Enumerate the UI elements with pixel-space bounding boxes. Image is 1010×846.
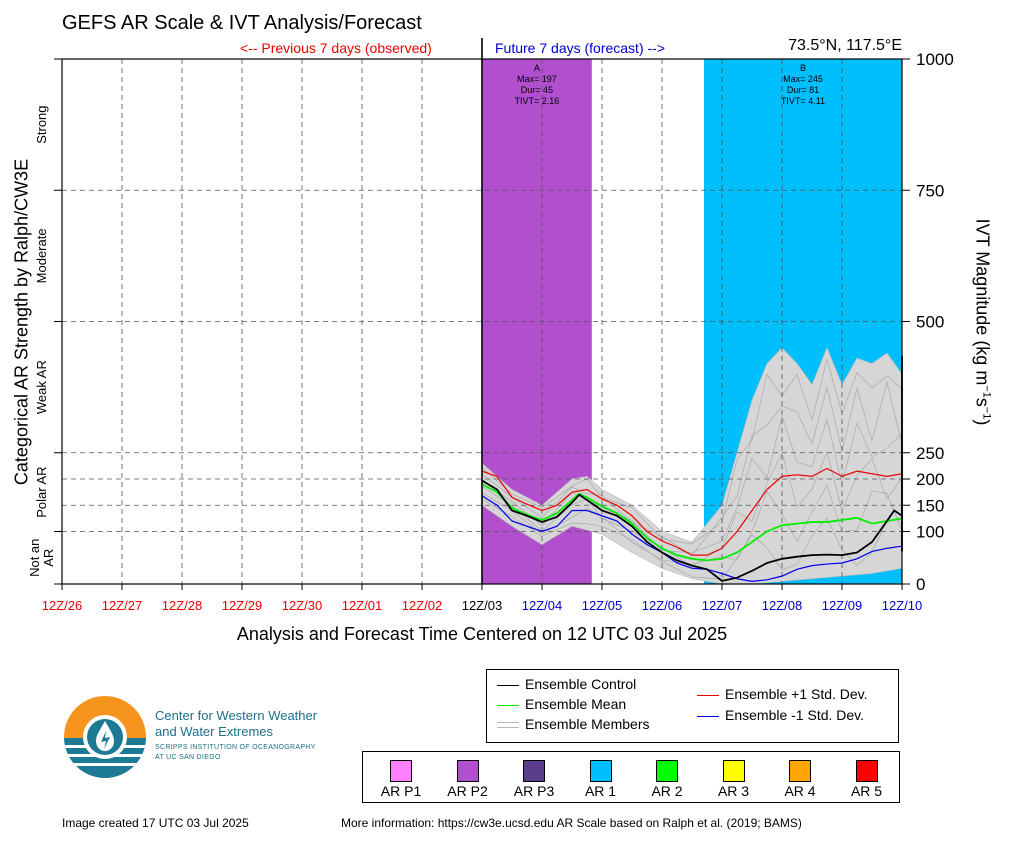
x-tick-label: 12Z/26 — [42, 598, 82, 613]
legend-item-control: Ensemble Control — [497, 676, 636, 692]
legend-item-mean: Ensemble Mean — [497, 696, 626, 712]
ar-legend-swatch — [656, 760, 678, 782]
legend-item-members: Ensemble Members — [497, 716, 650, 732]
x-tick-label: 12Z/01 — [342, 598, 382, 613]
logo-line-2: and Water Extremes — [155, 724, 274, 739]
chart-title: GEFS AR Scale & IVT Analysis/Forecast — [62, 12, 422, 34]
ar-legend-label: AR P1 — [380, 783, 422, 799]
footer-created: Image created 17 UTC 03 Jul 2025 — [62, 816, 249, 830]
ar-legend-label: AR 3 — [717, 783, 750, 799]
category-label: AR — [41, 549, 56, 567]
cw3e-logo-icon — [64, 696, 146, 778]
line-legend: Ensemble Control Ensemble Mean Ensemble … — [486, 669, 899, 743]
x-tick-label: 12Z/10 — [882, 598, 922, 613]
x-tick-label: 12Z/09 — [822, 598, 862, 613]
location-label: 73.5°N, 117.5°E — [788, 37, 902, 54]
ar-legend-swatch — [789, 760, 811, 782]
y-tick-label: 250 — [916, 444, 944, 463]
ar-legend-swatch — [390, 760, 412, 782]
ar-category-legend: AR P1 AR P2 AR P3 AR 1 AR 2 AR 3 AR 4 AR 5 — [362, 751, 900, 803]
x-tick-label: 12Z/30 — [282, 598, 322, 613]
category-label: Moderate — [34, 228, 49, 283]
ar-event-dur-A: Dur= 45 — [521, 85, 553, 95]
category-label: Strong — [34, 105, 49, 143]
y-tick-label: 0 — [916, 575, 925, 594]
x-tick-label: 12Z/07 — [702, 598, 742, 613]
y-tick-label: 200 — [916, 470, 944, 489]
x-tick-label: 12Z/29 — [222, 598, 262, 613]
ar-legend-swatch — [855, 760, 878, 782]
legend-item-minus-std: Ensemble -1 Std. Dev. — [697, 707, 864, 723]
left-axis-title: Categorical AR Strength by Ralph/CW3E — [11, 158, 32, 486]
y-tick-label: 750 — [916, 181, 944, 200]
ar-legend-swatch — [722, 760, 745, 782]
x-tick-label: 12Z/03 — [462, 598, 502, 613]
y-tick-label: 100 — [916, 523, 944, 542]
logo-line-1: Center for Western Weather — [155, 708, 318, 723]
x-tick-label: 12Z/06 — [642, 598, 682, 613]
x-tick-label: 12Z/28 — [162, 598, 202, 613]
x-tick-label: 12Z/02 — [402, 598, 442, 613]
category-label: Not an — [27, 539, 42, 577]
ar-event-label-B: B — [800, 63, 806, 73]
right-axis-title: IVT Magnitude (kg m−1s−1) — [972, 218, 993, 426]
logo-line-3: SCRIPPS INSTITUTION OF OCEANOGRAPHY — [155, 744, 316, 751]
x-tick-label: 12Z/08 — [762, 598, 802, 613]
future-days-label: Future 7 days (forecast) --> — [495, 40, 666, 56]
previous-days-label: <-- Previous 7 days (observed) — [240, 40, 432, 56]
y-tick-label: 150 — [916, 496, 944, 515]
ar-event-dur-B: Dur= 81 — [787, 85, 819, 95]
legend-item-plus-std: Ensemble +1 Std. Dev. — [697, 686, 868, 702]
ar-legend-label: AR P2 — [447, 783, 488, 799]
y-tick-label: 1000 — [916, 50, 954, 69]
ar-legend-swatch — [589, 760, 612, 782]
x-tick-label: 12Z/05 — [582, 598, 622, 613]
ar-event-label-A: A — [534, 63, 540, 73]
x-axis-title: Analysis and Forecast Time Centered on 1… — [236, 624, 728, 644]
grid-lines — [62, 59, 902, 584]
category-label: Polar AR — [34, 466, 49, 517]
axes — [54, 38, 910, 590]
ar-event-tivt-A: TIVT= 2.16 — [515, 96, 560, 106]
ar-legend-label: AR 4 — [784, 783, 816, 799]
ar-legend-swatch — [523, 760, 545, 782]
ar-legend-label: AR 5 — [850, 783, 883, 799]
ar-legend-swatch — [456, 760, 479, 782]
ar-event-max-A: Max= 197 — [517, 74, 557, 84]
ar-event-max-B: Max= 245 — [783, 74, 823, 84]
category-label: Weak AR — [34, 360, 49, 414]
y-tick-label: 500 — [916, 313, 944, 332]
ar-legend-label: AR 2 — [651, 783, 683, 799]
ar-legend-label: AR P3 — [513, 783, 555, 799]
x-tick-label: 12Z/27 — [102, 598, 142, 613]
axis-labels: 12Z/26 12Z/27 12Z/28 12Z/29 12Z/30 12Z/01 12Z/… — [27, 50, 954, 613]
footer-more-info: More information: https://cw3e.ucsd.edu … — [341, 816, 802, 830]
logo-line-4: AT UC SAN DIEGO — [155, 754, 221, 761]
ar-event-tivt-B: TIVT= 4.11 — [781, 96, 825, 106]
x-tick-label: 12Z/04 — [522, 598, 562, 613]
cw3e-logo: Center for Western Weather and Water Ext… — [62, 694, 362, 780]
ar-legend-label: AR 1 — [584, 783, 617, 799]
